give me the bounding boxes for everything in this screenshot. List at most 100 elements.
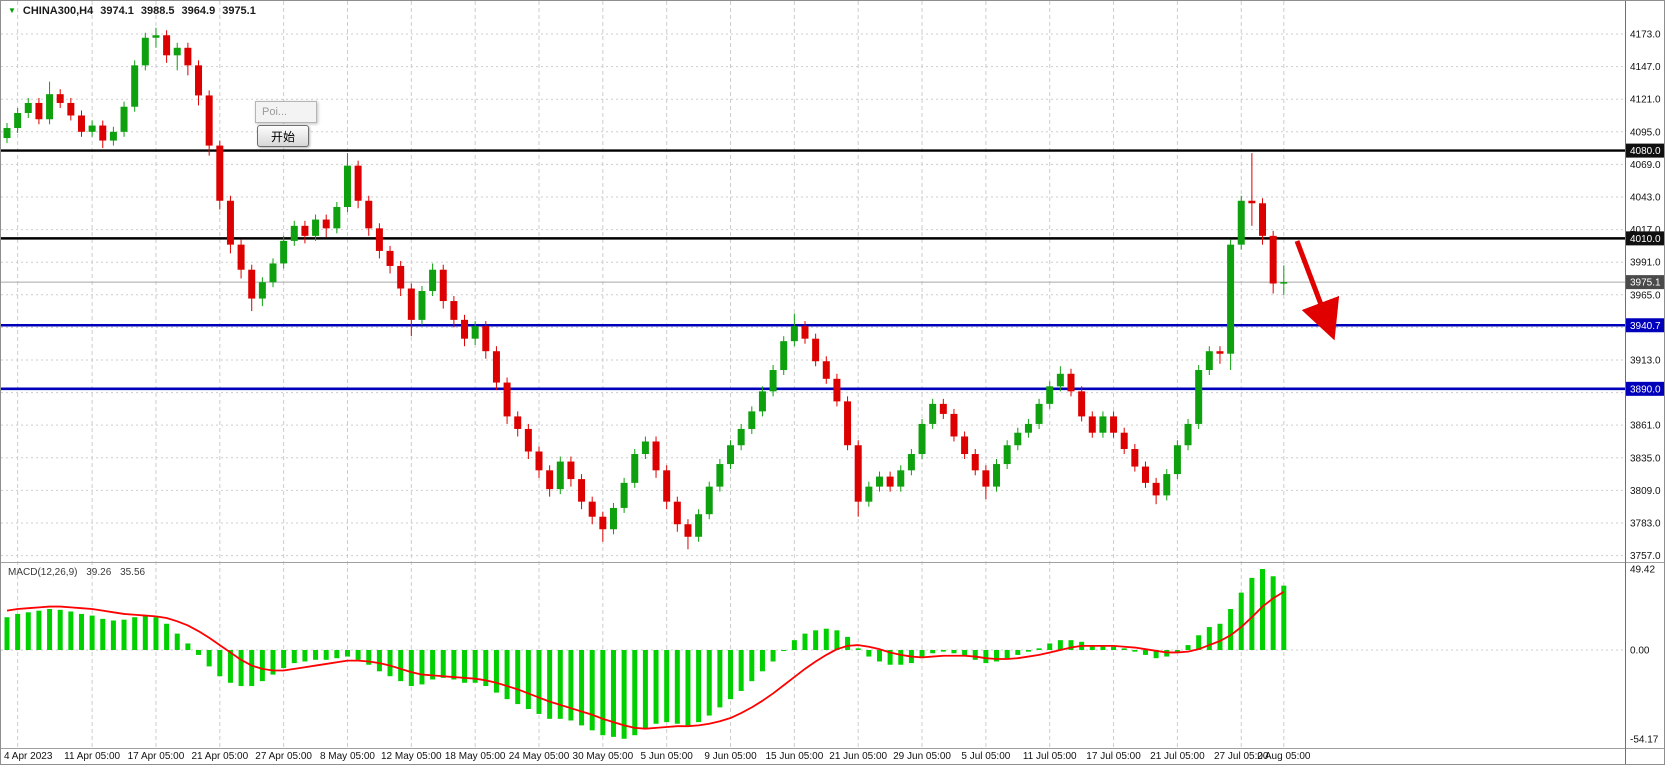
macd-axis: 49.42 0.00 -54.17	[1630, 565, 1659, 746]
macd-histogram-bar	[451, 650, 457, 680]
candle-body	[748, 411, 756, 429]
candle-body	[716, 464, 724, 487]
candle-body	[322, 219, 330, 229]
macd-histogram-bar	[738, 650, 744, 691]
price-axis-label: 3861.0	[1630, 421, 1661, 432]
macd-histogram-bar	[270, 650, 276, 675]
macd-histogram-bar	[834, 630, 840, 650]
candle-body	[907, 454, 915, 471]
candle-body	[631, 454, 639, 483]
macd-histogram-bar	[196, 650, 202, 655]
price-badge-3975.1	[1626, 275, 1664, 290]
macd-histogram-bar	[642, 650, 648, 729]
macd-histogram-bar	[696, 650, 702, 723]
macd-histogram-bar	[1057, 640, 1063, 650]
symbol-dropdown-icon[interactable]: ▼	[8, 6, 16, 15]
macd-histogram-bar	[483, 650, 489, 687]
candle-body	[918, 423, 926, 455]
price-badge-label: 4080.0	[1630, 146, 1661, 157]
candle-body	[333, 207, 341, 229]
candle-body	[429, 269, 437, 292]
macd-histogram-bar	[398, 650, 404, 682]
price-axis-label: 3835.0	[1630, 453, 1661, 464]
candle-body	[535, 451, 543, 471]
price-axis-label: 3783.0	[1630, 518, 1661, 529]
time-axis-label: 21 Jun 05:00	[829, 751, 887, 762]
time-axis-label: 27 Jul 05:00	[1214, 751, 1269, 762]
macd-histogram-bar	[674, 650, 680, 724]
candle-body	[77, 115, 85, 132]
price-gridlines	[1, 33, 1625, 557]
macd-histogram-bar	[462, 650, 468, 683]
price-axis-label: 4043.0	[1630, 192, 1661, 203]
macd-histogram-bar	[164, 623, 170, 650]
macd-histogram-bar	[376, 650, 382, 672]
candle-body	[461, 319, 469, 339]
price-badge-label: 3940.7	[1630, 321, 1661, 332]
price-axis-label: 3913.0	[1630, 355, 1661, 366]
price-axis-label: 4173.0	[1630, 30, 1661, 41]
price-axis-label: 4095.0	[1630, 127, 1661, 138]
macd-histogram-bar	[57, 609, 63, 650]
macd-name: MACD(12,26,9)	[8, 567, 78, 578]
candle-body	[131, 65, 139, 107]
candle-body	[1110, 416, 1118, 433]
candle-body	[3, 128, 11, 139]
time-axis-label: 2 Aug 05:00	[1257, 751, 1311, 762]
price-axis-label: 4147.0	[1630, 62, 1661, 73]
time-axis-label: 11 Apr 05:00	[64, 751, 120, 762]
candle-body	[173, 47, 181, 56]
time-axis: 4 Apr 2023 11 Apr 05:00 17 Apr 05:00 21 Apr…	[4, 751, 1311, 762]
candle-body	[939, 403, 947, 414]
candle-body	[790, 326, 798, 342]
macd-histogram-bar	[610, 650, 616, 737]
candle-body	[184, 47, 192, 66]
macd-main-value: 39.26	[86, 567, 112, 578]
macd-histogram-bar	[781, 650, 787, 651]
down-trend-arrow-icon	[1294, 240, 1340, 341]
macd-histogram-bar	[419, 650, 425, 685]
macd-histogram-bar	[1249, 577, 1255, 650]
candle-body	[258, 282, 266, 299]
macd-histogram-bar	[153, 617, 159, 650]
candle-body	[195, 65, 203, 96]
macd-histogram-bar	[1206, 627, 1212, 650]
candle-body	[961, 436, 969, 455]
start-button[interactable]: 开始	[257, 125, 309, 147]
macd-histogram-bar	[557, 650, 563, 719]
time-axis-label: 17 Apr 05:00	[128, 751, 185, 762]
candle-body	[141, 37, 149, 66]
macd-histogram-bar	[653, 650, 659, 724]
candle-body	[1141, 466, 1149, 483]
candle-body	[652, 441, 660, 471]
macd-histogram-bar	[227, 650, 233, 683]
macd-histogram-bar	[1015, 650, 1021, 655]
candle-body	[1280, 282, 1288, 284]
candle-body	[663, 470, 671, 502]
macd-histogram-bar	[866, 650, 872, 657]
candle-body	[769, 370, 777, 392]
time-axis-label: 18 May 05:00	[445, 751, 506, 762]
time-axis-label: 5 Jul 05:00	[961, 751, 1010, 762]
macd-histogram-bar	[110, 620, 116, 650]
candle-body	[205, 95, 213, 146]
candle-body	[1216, 351, 1224, 354]
macd-histogram-bar	[366, 650, 372, 665]
price-axis-label: 3991.0	[1630, 258, 1661, 269]
macd-axis-label: 49.42	[1630, 565, 1655, 576]
macd-histogram-bar	[1111, 646, 1117, 650]
price-badge-4010.0	[1626, 231, 1664, 246]
candle-body	[386, 250, 394, 266]
macd-histogram-bar	[621, 650, 627, 739]
candle-body	[1046, 386, 1054, 404]
candle-body	[854, 445, 862, 502]
macd-histogram-bar	[972, 650, 978, 660]
candle-body	[514, 416, 522, 429]
macd-histogram-bar	[1281, 585, 1287, 650]
macd-histogram-bar	[302, 650, 308, 662]
candle-body	[875, 476, 883, 487]
candle-body	[1067, 373, 1075, 392]
time-axis-label: 11 Jul 05:00	[1023, 751, 1077, 762]
price-axis: 4173.0 4147.0 4121.0 4095.0 4069.0 4043.0 4017…	[1630, 30, 1661, 563]
